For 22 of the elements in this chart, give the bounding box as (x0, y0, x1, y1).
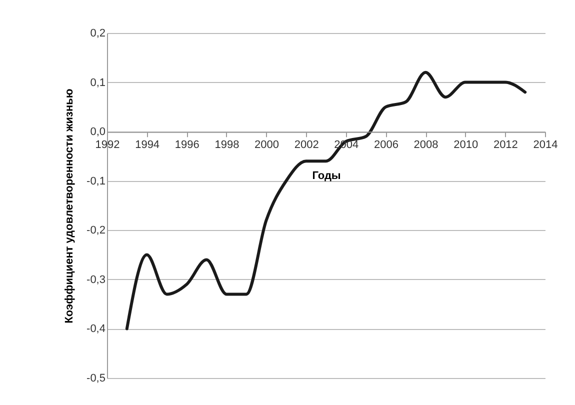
x-tick-label: 2014 (533, 139, 558, 152)
x-tick-label: 1996 (174, 139, 200, 152)
y-axis-title: Коэффициент удовлетворенности жизнью (64, 88, 76, 324)
y-tick-label: 0,1 (90, 76, 106, 89)
x-tick-label: 1994 (135, 139, 160, 152)
y-tick-label: -0,5 (86, 372, 106, 384)
x-axis-title: Годы (312, 170, 341, 182)
x-tick-label: 2002 (294, 139, 319, 152)
y-tick-label: 0,0 (90, 126, 106, 138)
y-tick-label: 0,2 (90, 28, 106, 40)
y-tick-label: -0,3 (86, 274, 106, 286)
x-tick-label: 1992 (95, 139, 120, 152)
x-tick-label: 2012 (493, 139, 518, 152)
x-tick-label: 1998 (214, 139, 240, 152)
x-tick-label: 2000 (254, 139, 280, 152)
x-tick-label: 2010 (454, 139, 478, 152)
x-tick-label: 2006 (374, 139, 398, 152)
line-series (125, 70, 527, 330)
y-tick-label: -0,4 (86, 323, 106, 336)
y-tick-label: -0,1 (86, 175, 106, 188)
y-tick-label: -0,2 (86, 224, 106, 237)
x-tick-label: 2008 (414, 139, 438, 152)
